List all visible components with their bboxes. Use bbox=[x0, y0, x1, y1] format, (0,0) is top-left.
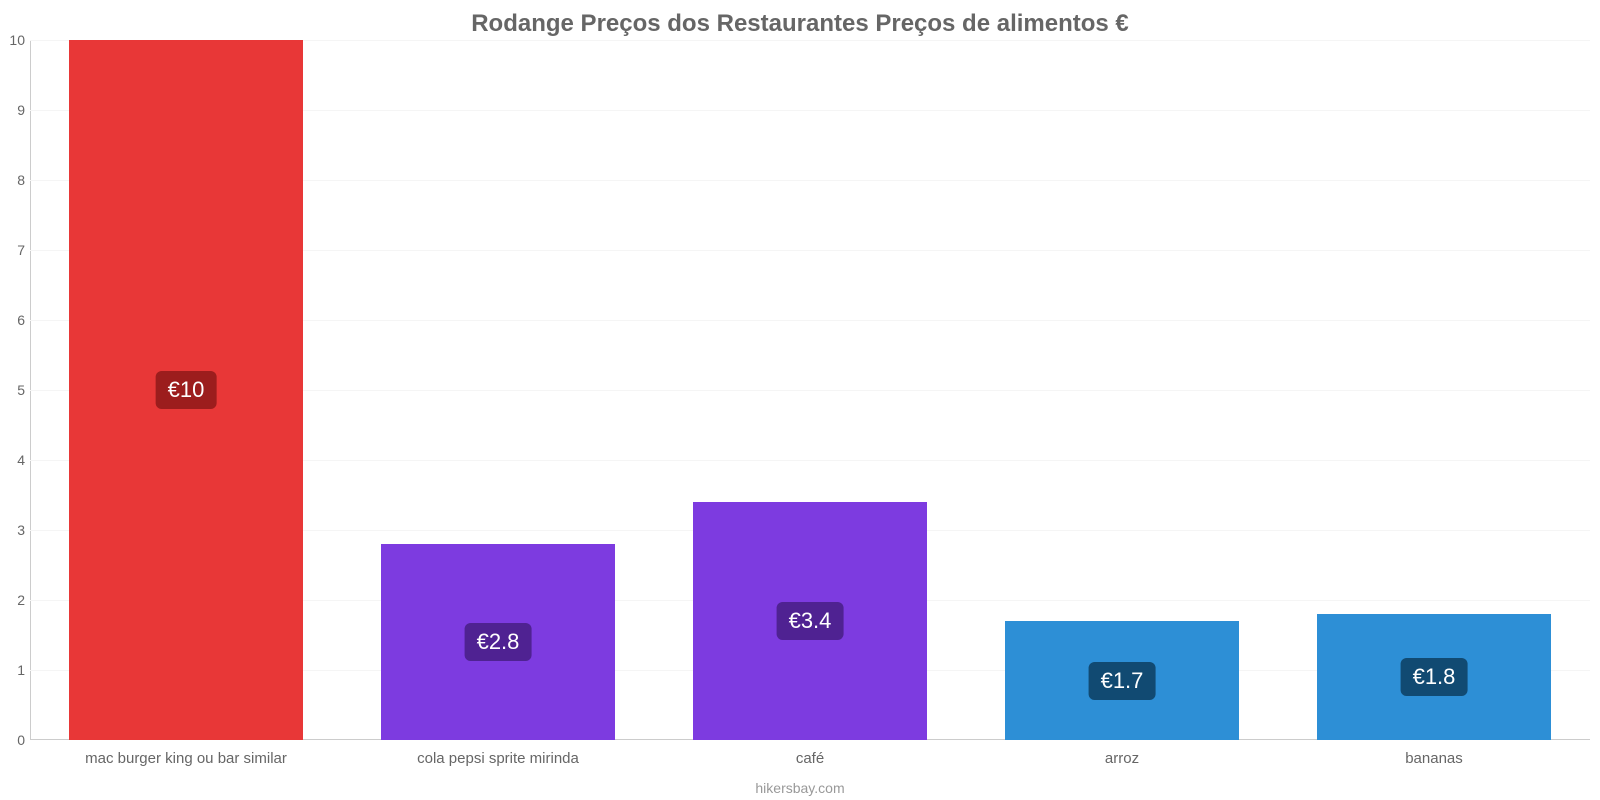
bar-slot: €3.4 bbox=[654, 40, 966, 740]
bar-slot: €1.8 bbox=[1278, 40, 1590, 740]
y-tick-label: 2 bbox=[5, 592, 25, 608]
y-tick-label: 10 bbox=[5, 32, 25, 48]
y-tick-label: 1 bbox=[5, 662, 25, 678]
value-label: €1.8 bbox=[1401, 658, 1468, 696]
x-tick-label: café bbox=[654, 750, 966, 767]
y-tick-label: 3 bbox=[5, 522, 25, 538]
y-tick-label: 9 bbox=[5, 102, 25, 118]
value-label: €2.8 bbox=[465, 623, 532, 661]
price-chart: Rodange Preços dos Restaurantes Preços d… bbox=[0, 0, 1600, 800]
x-tick-label: mac burger king ou bar similar bbox=[30, 750, 342, 767]
bar-slot: €10 bbox=[30, 40, 342, 740]
value-label: €10 bbox=[156, 371, 217, 409]
x-tick-label: bananas bbox=[1278, 750, 1590, 767]
y-tick-label: 7 bbox=[5, 242, 25, 258]
x-tick-label: arroz bbox=[966, 750, 1278, 767]
value-label: €3.4 bbox=[777, 602, 844, 640]
y-tick-label: 0 bbox=[5, 732, 25, 748]
bars-group: €10 €2.8 €3.4 €1.7 €1.8 bbox=[30, 40, 1590, 740]
y-tick-label: 5 bbox=[5, 382, 25, 398]
plot-area: 012345678910 €10€2.8€3.4€1.7€1.8 mac bur… bbox=[30, 40, 1590, 740]
bar-slot: €2.8 bbox=[342, 40, 654, 740]
credit-text: hikersbay.com bbox=[0, 780, 1600, 796]
value-label: €1.7 bbox=[1089, 662, 1156, 700]
x-tick-label: cola pepsi sprite mirinda bbox=[342, 750, 654, 767]
chart-title: Rodange Preços dos Restaurantes Preços d… bbox=[0, 10, 1600, 38]
bar-slot: €1.7 bbox=[966, 40, 1278, 740]
y-tick-label: 4 bbox=[5, 452, 25, 468]
y-tick-label: 8 bbox=[5, 172, 25, 188]
y-tick-label: 6 bbox=[5, 312, 25, 328]
